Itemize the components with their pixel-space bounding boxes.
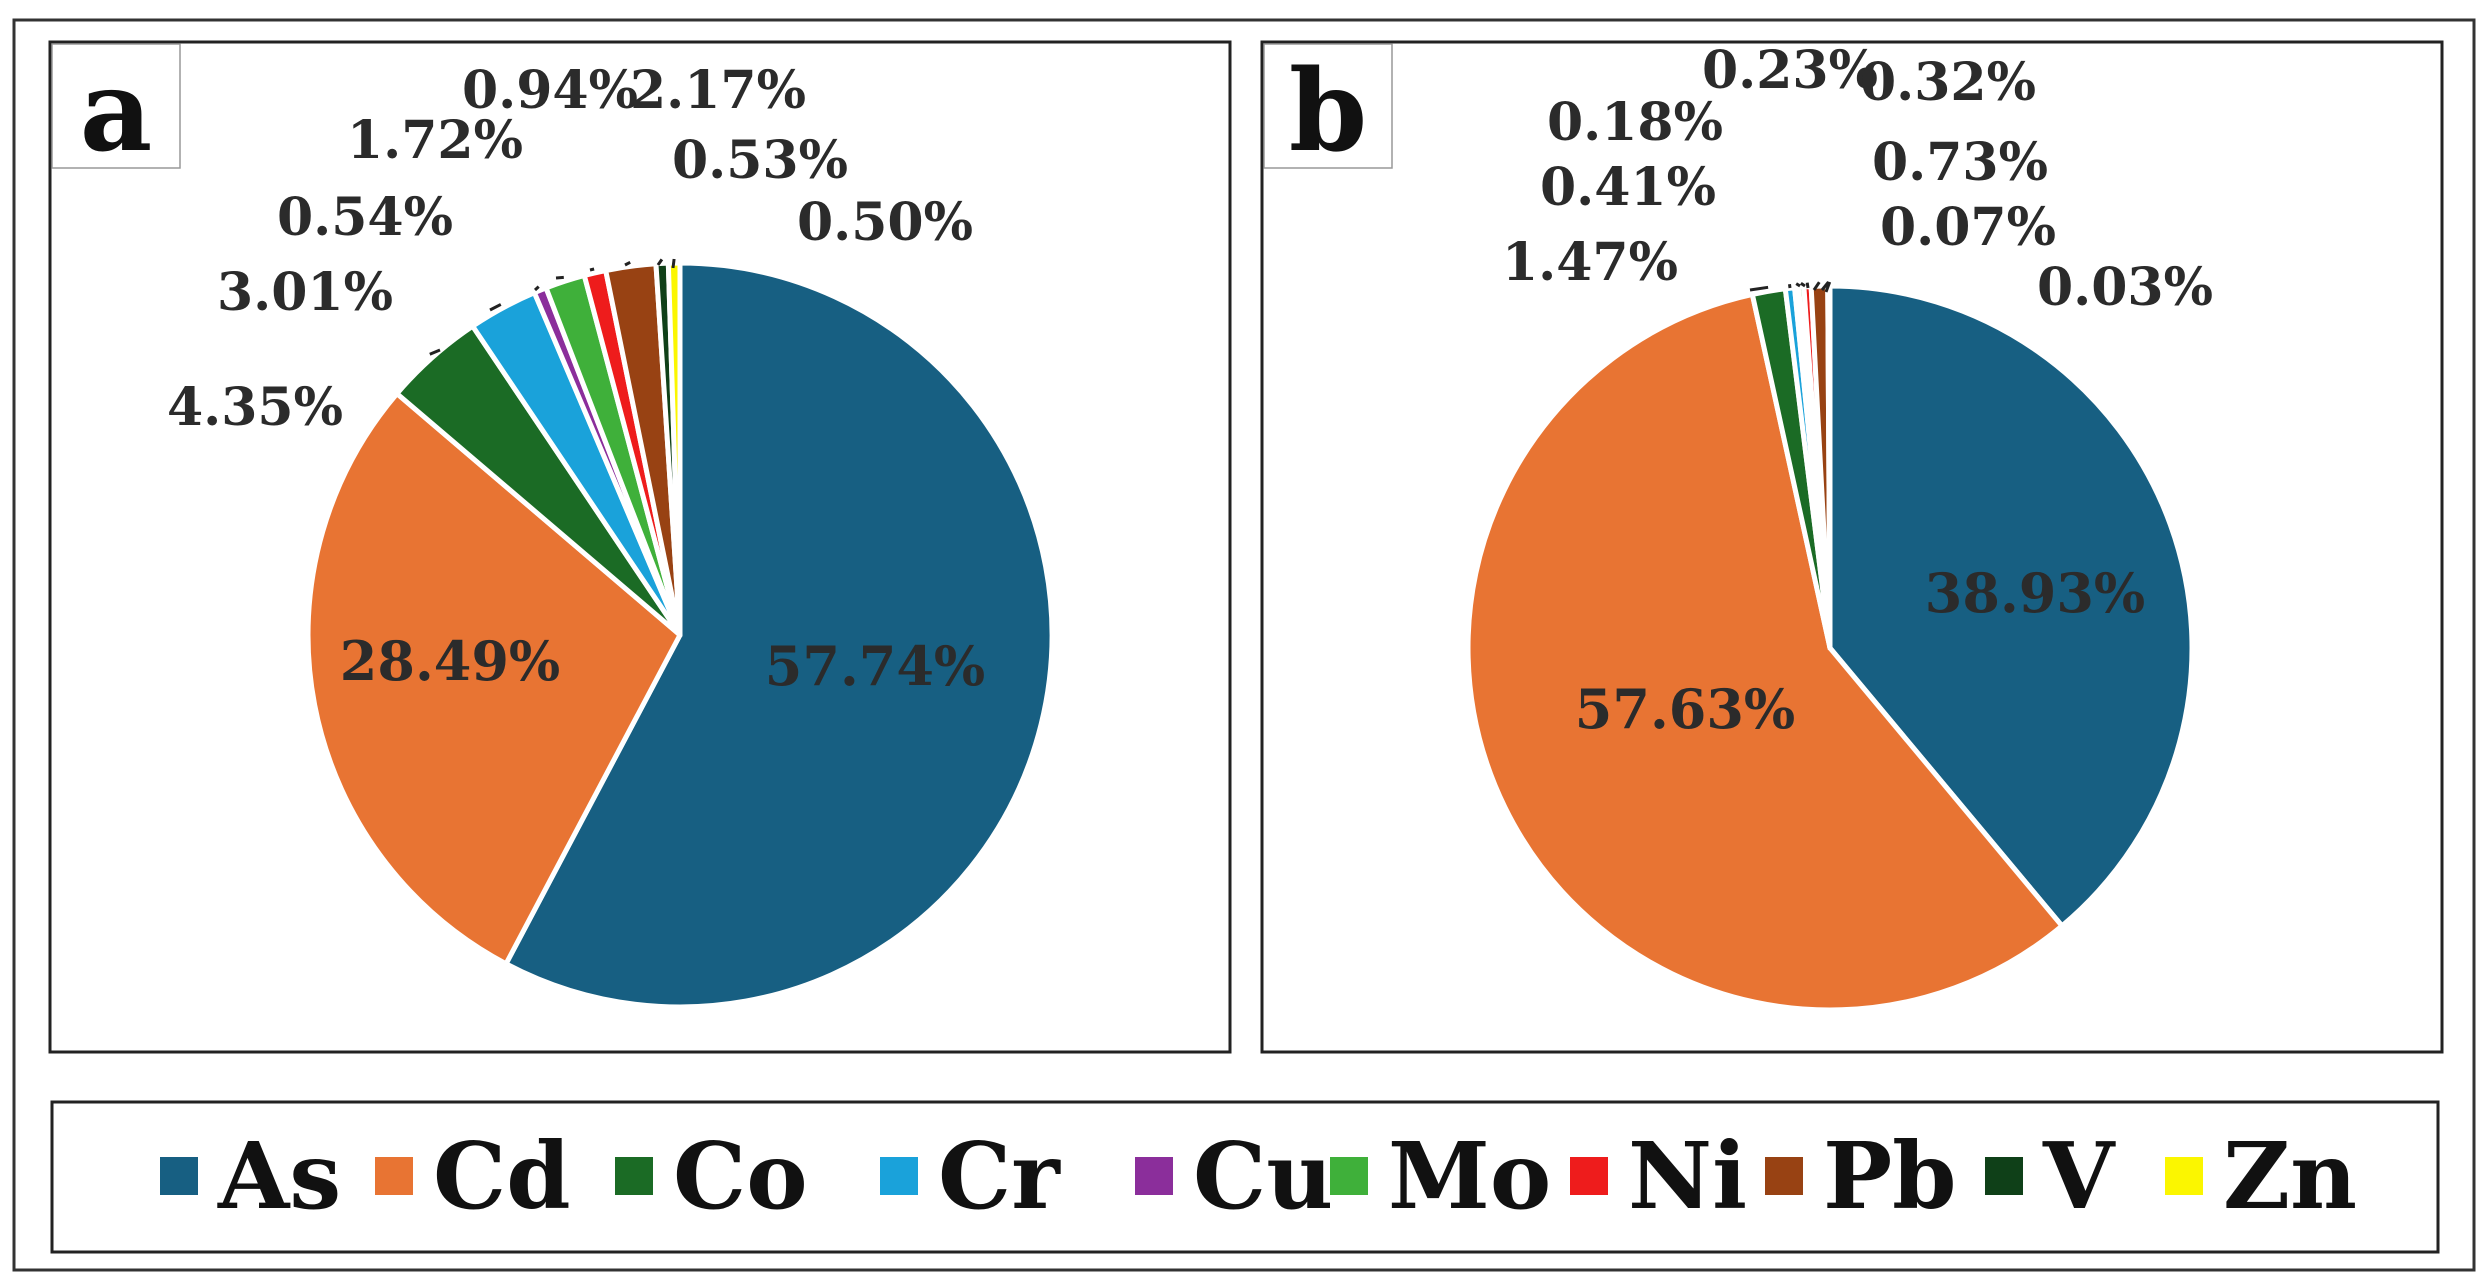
- panel-a-label-box: [51, 43, 181, 169]
- pie-a-label-zn: 0.50%: [797, 192, 973, 253]
- pie-b-label-pb: 0.73%: [1872, 132, 2048, 193]
- pie-b-leader-pb: [1812, 281, 1821, 291]
- pie-a-label-cu: 0.54%: [277, 187, 453, 248]
- legend-label-v: V: [2042, 1122, 2116, 1230]
- legend-label-cr: Cr: [938, 1122, 1061, 1230]
- pie-b-leader-cr: [1788, 284, 1792, 289]
- pie-b-label-mo: 0.23%: [1702, 40, 1878, 101]
- legend-swatch-zn: [2165, 1157, 2203, 1195]
- panel-b: b 38.93% 57.63% 1.47% 0.41%0.18%0.23%0.32% 0…: [1260, 40, 2444, 1054]
- pie-a-leader-v: [656, 258, 664, 266]
- legend-label-cd: Cd: [433, 1122, 571, 1230]
- panel-a-label: a: [80, 46, 153, 177]
- pie-a: 57.74% 28.49% 4.35% 3.01% 0.54% 1.72%0.94%2.1…: [167, 60, 1055, 1010]
- panel-b-label-box: [1263, 43, 1393, 169]
- pie-a-leader-cr: [489, 303, 502, 312]
- pie-b-label-cu: 0.18%: [1547, 92, 1723, 153]
- pie-b-label-cd: 57.63%: [1575, 677, 1795, 741]
- legend-swatch-co: [615, 1157, 653, 1195]
- panel-a-frame: [48, 40, 1232, 1054]
- pie-b-label-cr: 0.41%: [1540, 157, 1716, 218]
- legend-label-zn: Zn: [2223, 1122, 2357, 1230]
- pie-b-leader-v: [1820, 281, 1830, 291]
- pie-a-slice-cd: [305, 391, 683, 967]
- pie-a-leader-mo: [555, 275, 564, 280]
- pie-b-leader-zn: [1824, 281, 1832, 293]
- pie-b-slice-zn: [1826, 283, 1833, 651]
- pie-b: 38.93% 57.63% 1.47% 0.41%0.18%0.23%0.32% 0.7…: [1465, 40, 2213, 1013]
- pie-b-label-co: 1.47%: [1502, 232, 1678, 293]
- pie-b-leader-mo: [1800, 281, 1806, 288]
- pie-b-slice-cd: [1465, 291, 2065, 1013]
- pie-a-label-ni: 0.94%: [462, 60, 638, 121]
- pie-b-label-zn: 0.03%: [2037, 257, 2213, 318]
- pie-a-label-cd: 28.49%: [340, 629, 560, 693]
- legend-label-as: As: [217, 1122, 341, 1230]
- legend-label-co: Co: [673, 1122, 808, 1230]
- pie-b-leader-cu: [1795, 282, 1801, 288]
- pie-a-leader-ni: [589, 267, 595, 272]
- legend-label-pb: Pb: [1823, 1122, 1957, 1230]
- pie-b-label-ni: 0.32%: [1860, 52, 2036, 113]
- pie-b-label-v: 0.07%: [1880, 197, 2056, 258]
- legend-swatch-as: [160, 1157, 198, 1195]
- pie-a-label-co: 4.35%: [167, 377, 343, 438]
- legend-swatch-cr: [880, 1157, 918, 1195]
- pie-a-leader-zn: [671, 258, 676, 269]
- legend-swatch-cu: [1135, 1157, 1173, 1195]
- pie-a-leader-co: [429, 348, 441, 356]
- legend-label-ni: Ni: [1628, 1122, 1747, 1230]
- pie-b-slice-as: [1827, 283, 2195, 929]
- pie-a-leader-cu: [533, 285, 540, 292]
- pie-b-label-as: 38.93%: [1925, 561, 2145, 625]
- pie-a-label-cr: 3.01%: [217, 262, 393, 323]
- legend-frame: [50, 1100, 2440, 1254]
- legend-swatch-pb: [1765, 1157, 1803, 1195]
- pie-a-label-pb: 2.17%: [630, 60, 806, 121]
- panel-b-frame: [1260, 40, 2444, 1054]
- legend: As Cd Co Cr Cu Mo Ni Pb V Zn: [50, 1100, 2440, 1254]
- pie-a-slice-as: [503, 260, 1055, 1010]
- legend-swatch-ni: [1570, 1157, 1608, 1195]
- pie-b-leader-co: [1749, 285, 1769, 292]
- pie-a-label-as: 57.74%: [765, 634, 985, 698]
- legend-label-mo: Mo: [1388, 1122, 1551, 1230]
- outer-frame: [12, 18, 2476, 1272]
- legend-label-cu: Cu: [1193, 1122, 1333, 1230]
- pie-a-leader-pb: [624, 260, 631, 267]
- pie-a-label-mo: 1.72%: [347, 110, 523, 171]
- legend-swatch-mo: [1330, 1157, 1368, 1195]
- panel-b-label: b: [1289, 46, 1367, 177]
- pie-b-leader-ni: [1805, 282, 1810, 289]
- legend-swatch-v: [1985, 1157, 2023, 1195]
- legend-swatch-cd: [375, 1157, 413, 1195]
- panel-a: a 57.74% 28.49% 4.35% 3.01% 0.54% 1.72%0.94%2…: [48, 40, 1232, 1054]
- legend-items: As Cd Co Cr Cu Mo Ni Pb V Zn: [160, 1122, 2357, 1230]
- pie-a-label-v: 0.53%: [672, 130, 848, 191]
